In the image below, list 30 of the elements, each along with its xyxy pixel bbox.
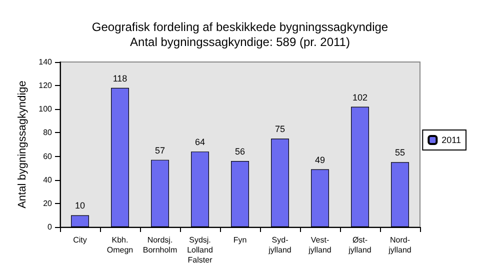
chart-title: Geografisk fordeling af beskikkede bygningssagkyndige <box>92 20 388 34</box>
y-tick-label: 100 <box>38 104 53 114</box>
x-tick-label: Fyn <box>233 236 247 244</box>
data-label: 57 <box>154 145 166 156</box>
y-axis-title: Antal bygningssagkyndige <box>16 80 28 208</box>
data-label: 118 <box>112 73 128 84</box>
x-tick-label: Kbh. Omegn <box>106 236 134 254</box>
y-tick-label: 20 <box>43 198 53 208</box>
data-label: 64 <box>194 137 206 148</box>
y-tick-label: 40 <box>43 175 53 184</box>
y-tick-label: 60 <box>43 152 53 161</box>
y-tick-label: 80 <box>43 128 53 138</box>
data-label: 102 <box>352 92 368 102</box>
data-label: 49 <box>314 154 326 165</box>
x-tick-label: Vest- jylland <box>308 236 332 254</box>
x-tick-label: Øst- jylland <box>348 236 372 254</box>
x-tick-label: Syd- jylland <box>268 236 292 254</box>
legend-label: 2011 <box>442 135 462 145</box>
x-tick-label: Nord- jylland <box>388 236 412 254</box>
y-tick-label: 140 <box>38 58 53 66</box>
x-tick-label: Sydsj. Lolland Falster <box>187 236 213 264</box>
data-label: 56 <box>234 146 246 156</box>
data-label: 75 <box>274 124 286 134</box>
y-tick-label: 120 <box>38 81 53 90</box>
data-label: 10 <box>74 200 86 211</box>
y-tick-label: 0 <box>48 222 53 232</box>
x-tick-label: Nordsj. Bornholm <box>142 236 178 254</box>
chart-subtitle: Antal bygningssagkyndige: 589 (pr. 2011) <box>130 35 350 49</box>
data-label: 55 <box>394 148 406 158</box>
x-tick-label: City <box>73 236 87 244</box>
